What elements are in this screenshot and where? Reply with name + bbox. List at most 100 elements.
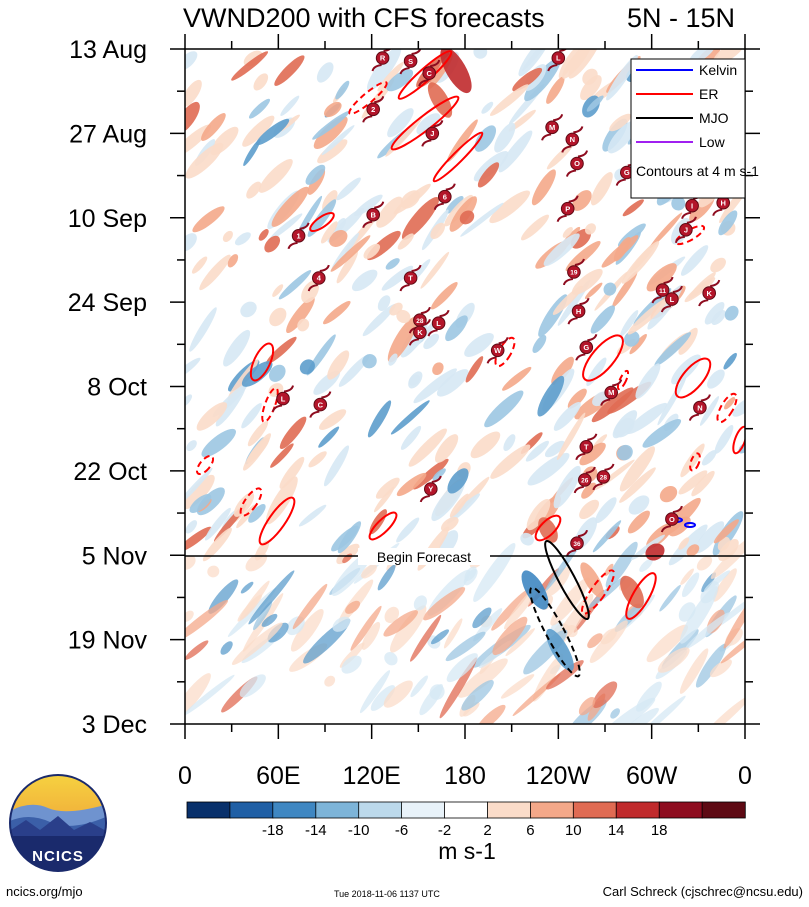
svg-text:S: S [408,57,413,66]
wave-contour [529,586,581,678]
wave-contours [195,50,745,678]
storm-marker: 36 [566,529,588,557]
colorbar-swatch [658,801,703,819]
svg-text:I: I [691,201,693,210]
svg-text:28: 28 [416,318,424,325]
storm-marker: Y [419,475,442,503]
colorbar-label: -18 [262,822,284,839]
colorbar-swatch [487,801,532,819]
wave-contour [534,514,562,542]
wave-contour [684,522,696,528]
svg-text:O: O [574,159,580,168]
storm-marker: L [272,385,294,412]
storm-marker: L [660,285,683,313]
storm-marker: 11 [651,276,674,304]
svg-text:J: J [430,129,434,138]
svg-text:N: N [697,403,702,412]
y-tick-label: 3 Dec [82,711,147,739]
colorbar-swatch [272,801,317,819]
storm-marker: 6 [433,183,456,210]
footer-timestamp: Tue 2018-11-06 1137 UTC [334,889,440,899]
y-tick-label: 5 Nov [82,542,148,570]
wave-contour [258,496,296,546]
storm-marker: 1 [287,222,310,250]
colorbar-label: 6 [526,822,534,839]
svg-text:K: K [417,328,423,337]
y-tick-label: 10 Sep [68,205,147,233]
wave-contour [582,334,624,382]
svg-text:H: H [720,198,725,207]
y-tick-label: 8 Oct [87,374,147,402]
storm-marker: M [541,114,564,141]
svg-text:6: 6 [443,192,447,201]
colorbar-label: -6 [395,822,408,839]
colorbar-swatch [701,801,746,819]
storm-marker: O [660,505,683,533]
svg-text:19: 19 [570,270,578,277]
wave-contour [432,131,484,183]
svg-text:M: M [608,388,614,397]
legend-note: Contours at 4 m s-1 [636,163,759,179]
storm-marker: 2 [362,95,385,123]
wave-contour [494,336,516,368]
y-tick-label: 22 Oct [73,458,147,486]
y-tick-label: 19 Nov [68,627,148,655]
footer-author: Carl Schreck (cjschrec@ncsu.edu) [602,884,803,899]
storm-marker: L [427,309,450,337]
svg-text:L: L [436,319,441,328]
svg-text:Y: Y [428,485,433,494]
wave-contour [625,572,657,620]
svg-text:28: 28 [600,475,608,482]
svg-text:P: P [565,204,570,213]
svg-text:MJO: MJO [699,110,729,126]
x-tick-label: 120E [342,762,400,790]
svg-text:36: 36 [573,541,581,548]
svg-text:R: R [380,54,386,63]
colorbar-swatch [401,801,446,819]
storm-marker: C [418,59,441,87]
y-axis: 13 Aug 27 Aug 10 Sep 24 Sep 8 Oct 22 Oct 5 Nov… [68,36,760,739]
logo-text: NCICS [32,848,84,865]
svg-text:C: C [318,400,324,409]
x-tick-label: 180 [444,762,486,790]
svg-text:L: L [556,54,561,63]
storm-marker: K [698,279,721,307]
forecast-label: Begin Forecast [377,549,471,565]
storm-marker: P [556,195,579,222]
wave-contour [674,357,712,399]
colorbar-swatch [358,801,403,819]
storm-marker: M [600,379,623,406]
colorbar-label: 18 [651,822,668,839]
storm-marker: 19 [562,258,585,286]
legend-entry: MJO [636,110,729,126]
storm-marker: J [674,216,697,244]
wave-contour [616,369,630,391]
storm-marker: 4 [307,264,330,292]
storm-marker: J [421,120,444,147]
footer-url[interactable]: ncics.org/mjo [6,884,83,899]
wave-contour [261,386,279,424]
wave-contour [368,511,398,541]
storm-marker: N [688,394,711,421]
colorbar-swatch [615,801,660,819]
storm-marker: W [486,337,509,364]
x-axis: 0 60E 120E 180 120W 60W 0 [178,34,752,790]
svg-text:ER: ER [699,86,718,102]
svg-text:2: 2 [371,105,375,114]
svg-text:Low: Low [699,134,726,150]
wave-contour [239,487,263,517]
svg-text:T: T [408,274,413,283]
x-tick-label: 60W [626,762,678,790]
svg-text:Kelvin: Kelvin [699,62,737,78]
legend-entry: Low [636,134,726,150]
svg-text:11: 11 [659,288,666,295]
svg-text:J: J [684,226,688,235]
svg-text:1: 1 [297,232,301,241]
svg-text:N: N [570,135,575,144]
x-tick-label: 120W [526,762,592,790]
region-label: 5N - 15N [627,3,735,33]
colorbar-swatch [530,801,575,819]
svg-text:O: O [669,515,675,524]
ncics-logo: NCICS [9,774,107,872]
colorbar-label: -14 [305,822,327,839]
